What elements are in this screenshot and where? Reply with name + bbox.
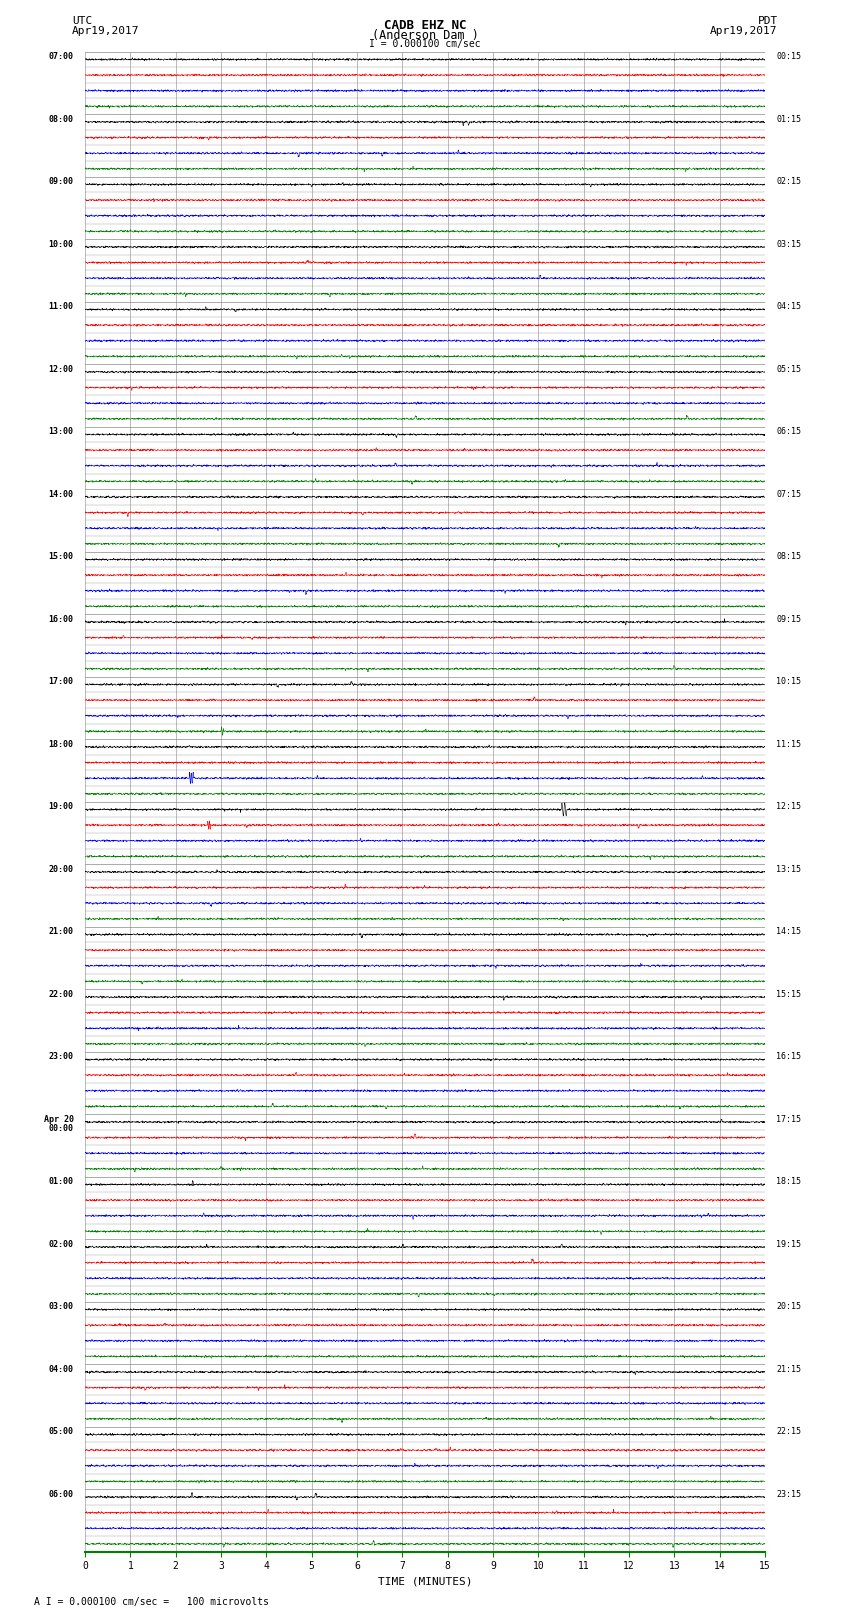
Text: Apr19,2017: Apr19,2017: [72, 26, 139, 35]
Text: 04:00: 04:00: [48, 1365, 74, 1374]
Text: 16:15: 16:15: [776, 1052, 802, 1061]
Text: 23:15: 23:15: [776, 1490, 802, 1498]
Text: 00:15: 00:15: [776, 52, 802, 61]
Text: 15:15: 15:15: [776, 990, 802, 998]
Text: 05:15: 05:15: [776, 365, 802, 374]
X-axis label: TIME (MINUTES): TIME (MINUTES): [377, 1578, 473, 1587]
Text: 22:00: 22:00: [48, 990, 74, 998]
Text: 14:15: 14:15: [776, 927, 802, 937]
Text: PDT: PDT: [757, 16, 778, 26]
Text: 05:00: 05:00: [48, 1428, 74, 1437]
Text: 12:00: 12:00: [48, 365, 74, 374]
Text: 07:00: 07:00: [48, 52, 74, 61]
Text: 06:00: 06:00: [48, 1490, 74, 1498]
Text: 03:00: 03:00: [48, 1302, 74, 1311]
Text: 09:15: 09:15: [776, 615, 802, 624]
Text: 06:15: 06:15: [776, 427, 802, 437]
Text: 19:15: 19:15: [776, 1240, 802, 1248]
Text: 20:15: 20:15: [776, 1302, 802, 1311]
Text: 21:00: 21:00: [48, 927, 74, 937]
Text: 22:15: 22:15: [776, 1428, 802, 1437]
Text: 07:15: 07:15: [776, 490, 802, 498]
Text: A I = 0.000100 cm/sec =   100 microvolts: A I = 0.000100 cm/sec = 100 microvolts: [34, 1597, 269, 1607]
Text: 03:15: 03:15: [776, 240, 802, 248]
Text: 17:00: 17:00: [48, 677, 74, 687]
Text: 14:00: 14:00: [48, 490, 74, 498]
Text: 11:00: 11:00: [48, 302, 74, 311]
Text: 11:15: 11:15: [776, 740, 802, 748]
Text: Apr19,2017: Apr19,2017: [711, 26, 778, 35]
Text: 02:15: 02:15: [776, 177, 802, 187]
Text: Apr 20: Apr 20: [43, 1115, 74, 1124]
Text: 00:00: 00:00: [48, 1124, 74, 1134]
Text: 02:00: 02:00: [48, 1240, 74, 1248]
Text: 23:00: 23:00: [48, 1052, 74, 1061]
Text: 17:15: 17:15: [776, 1115, 802, 1124]
Text: 18:15: 18:15: [776, 1177, 802, 1187]
Text: 18:00: 18:00: [48, 740, 74, 748]
Text: CADB EHZ NC: CADB EHZ NC: [383, 19, 467, 32]
Text: 08:00: 08:00: [48, 115, 74, 124]
Text: (Anderson Dam ): (Anderson Dam ): [371, 29, 479, 42]
Text: 01:00: 01:00: [48, 1177, 74, 1187]
Text: 10:00: 10:00: [48, 240, 74, 248]
Text: 10:15: 10:15: [776, 677, 802, 687]
Text: 09:00: 09:00: [48, 177, 74, 187]
Text: I = 0.000100 cm/sec: I = 0.000100 cm/sec: [369, 39, 481, 48]
Text: 20:00: 20:00: [48, 865, 74, 874]
Text: 01:15: 01:15: [776, 115, 802, 124]
Text: 04:15: 04:15: [776, 302, 802, 311]
Text: 15:00: 15:00: [48, 552, 74, 561]
Text: 16:00: 16:00: [48, 615, 74, 624]
Text: 19:00: 19:00: [48, 802, 74, 811]
Text: 13:15: 13:15: [776, 865, 802, 874]
Text: 21:15: 21:15: [776, 1365, 802, 1374]
Text: 12:15: 12:15: [776, 802, 802, 811]
Text: 08:15: 08:15: [776, 552, 802, 561]
Text: UTC: UTC: [72, 16, 93, 26]
Text: 13:00: 13:00: [48, 427, 74, 437]
